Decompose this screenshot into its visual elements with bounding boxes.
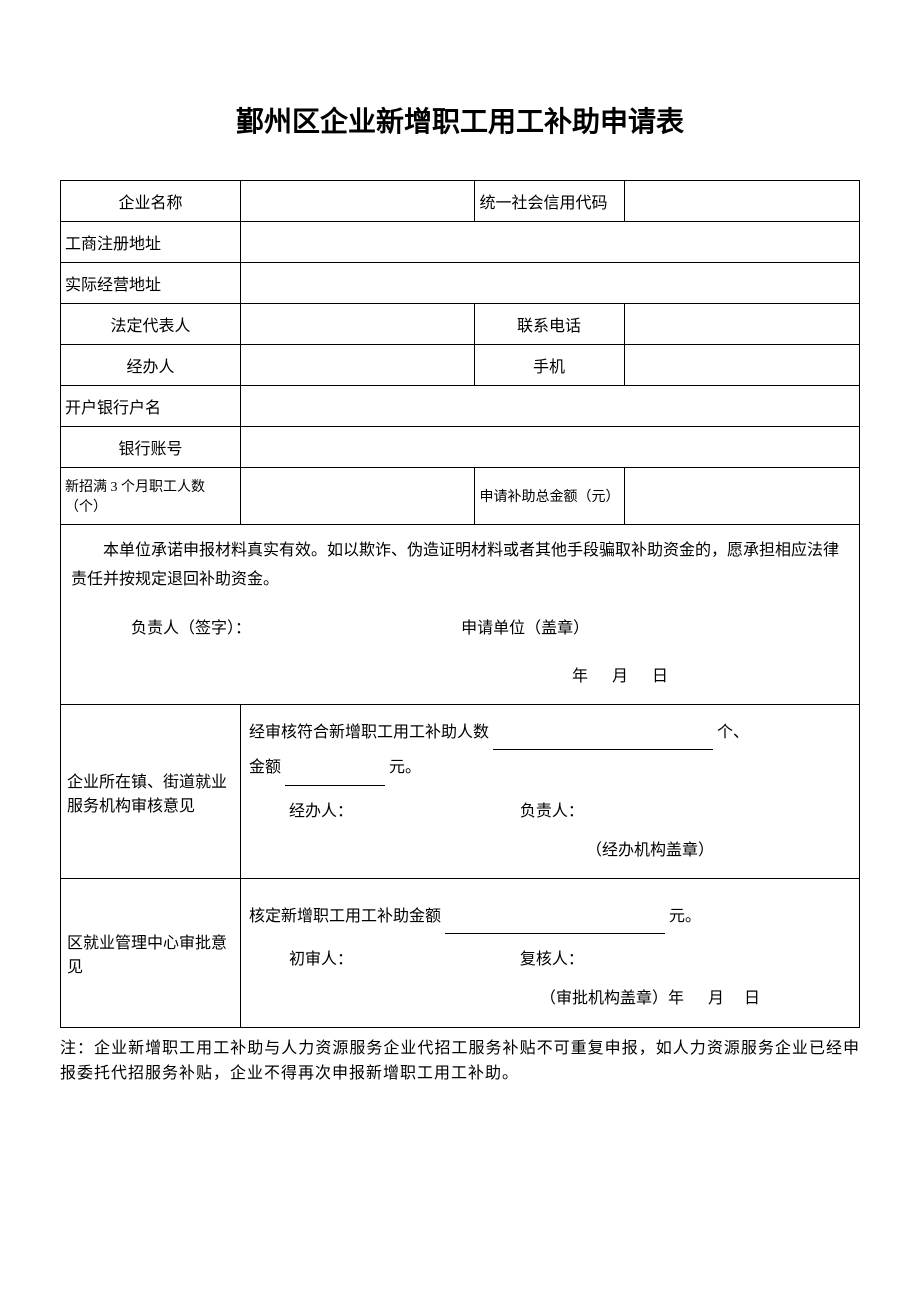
value-legal-rep: [241, 304, 475, 345]
label-company-name: 企业名称: [61, 181, 241, 222]
audit1-leader: 负责人：: [520, 794, 851, 829]
value-bank-name: [241, 386, 860, 427]
value-employee-count: [241, 468, 475, 525]
audit2-reviewer2: 复核人：: [520, 942, 851, 977]
label-legal-rep: 法定代表人: [61, 304, 241, 345]
declaration-text: 本单位承诺申报材料真实有效。如以欺诈、伪造证明材料或者其他手段骗取补助资金的，愿…: [71, 537, 849, 595]
value-biz-address: [241, 263, 860, 304]
declaration-date: 年 月 日: [71, 663, 849, 692]
unit-stamp-label: 申请单位（盖章）: [421, 615, 849, 644]
value-contact-phone: [625, 304, 860, 345]
label-handler: 经办人: [61, 345, 241, 386]
value-company-name: [241, 181, 475, 222]
value-bank-no: [241, 427, 860, 468]
audit2-label: 区就业管理中心审批意见: [61, 878, 241, 1027]
label-mobile: 手机: [475, 345, 625, 386]
label-subsidy-amount: 申请补助总金额（元）: [475, 468, 625, 525]
label-reg-address: 工商注册地址: [61, 222, 241, 263]
page-title: 鄞州区企业新增职工用工补助申请表: [60, 100, 860, 140]
audit1-content: 经审核符合新增职工用工补助人数 个、 金额 元。 经办人： 负责人： （经办机构…: [241, 705, 860, 879]
audit2-stamp-date: （审批机构盖章）年 月 日: [249, 981, 851, 1016]
label-biz-address: 实际经营地址: [61, 263, 241, 304]
audit1-handler: 经办人：: [249, 794, 520, 829]
declaration-cell: 本单位承诺申报材料真实有效。如以欺诈、伪造证明材料或者其他手段骗取补助资金的，愿…: [61, 525, 860, 705]
label-bank-no: 银行账号: [61, 427, 241, 468]
audit1-amount-blank: [285, 768, 385, 786]
audit2-amount-blank: [445, 916, 665, 934]
label-contact-phone: 联系电话: [475, 304, 625, 345]
application-form: 企业名称 统一社会信用代码 工商注册地址 实际经营地址 法定代表人 联系电话 经…: [60, 180, 860, 1028]
audit1-label: 企业所在镇、街道就业服务机构审核意见: [61, 705, 241, 879]
label-credit-code: 统一社会信用代码: [475, 181, 625, 222]
audit2-reviewer1: 初审人：: [249, 942, 520, 977]
footnote: 注：企业新增职工用工补助与人力资源服务企业代招工服务补贴不可重复申报，如人力资源…: [60, 1036, 860, 1087]
value-mobile: [625, 345, 860, 386]
audit1-stamp: （经办机构盖章）: [249, 833, 851, 868]
value-reg-address: [241, 222, 860, 263]
value-credit-code: [625, 181, 860, 222]
audit2-content: 核定新增职工用工补助金额 元。 初审人： 复核人： （审批机构盖章）年 月 日: [241, 878, 860, 1027]
audit1-count-blank: [493, 732, 713, 750]
value-handler: [241, 345, 475, 386]
value-subsidy-amount: [625, 468, 860, 525]
label-bank-name: 开户银行户名: [61, 386, 241, 427]
label-employee-count: 新招满 3 个月职工人数（个）: [61, 468, 241, 525]
signer-label: 负责人（签字）：: [71, 615, 421, 644]
